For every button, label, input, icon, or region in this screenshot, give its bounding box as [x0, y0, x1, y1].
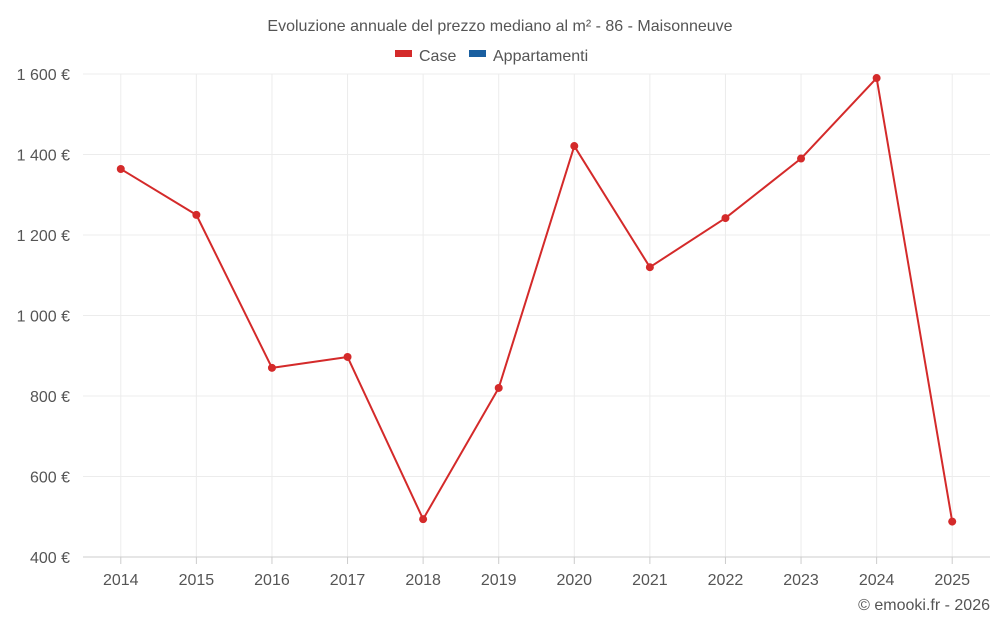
data-point[interactable] — [721, 214, 730, 223]
y-tick-label: 1 200 € — [17, 228, 70, 245]
x-axis-tick-labels: 2014 2015 2016 2017 2018 2019 2020 2021 2022 2023… — [103, 572, 970, 589]
data-point[interactable] — [797, 154, 806, 163]
x-tick-label: 2022 — [708, 572, 744, 589]
data-point[interactable] — [645, 263, 654, 272]
x-tick-label: 2024 — [859, 572, 895, 589]
x-tick-label: 2020 — [556, 572, 592, 589]
data-point[interactable] — [948, 517, 957, 526]
x-tick-label: 2021 — [632, 572, 668, 589]
legend-item-appartamenti[interactable]: Appartamenti — [469, 48, 588, 65]
legend-swatch-case — [395, 50, 412, 57]
x-gridlines — [120, 74, 953, 564]
data-point[interactable] — [343, 352, 352, 361]
data-point[interactable] — [494, 383, 503, 392]
chart-title: Evoluzione annuale del prezzo mediano al… — [267, 18, 732, 35]
credit-text: © emooki.fr - 2026 — [858, 597, 990, 614]
x-tick-label: 2015 — [179, 572, 215, 589]
y-tick-label: 800 € — [30, 389, 70, 406]
y-tick-label: 600 € — [30, 470, 70, 487]
y-axis-tick-labels: 400 € 600 € 800 € 1 000 € 1 200 € 1 400 € 1 60… — [17, 67, 70, 567]
legend: Case Appartamenti — [395, 48, 588, 65]
x-tick-label: 2019 — [481, 572, 517, 589]
legend-label-case: Case — [419, 48, 456, 65]
x-tick-label: 2014 — [103, 572, 139, 589]
data-point[interactable] — [872, 74, 881, 83]
y-tick-label: 1 400 € — [17, 148, 70, 165]
x-tick-label: 2016 — [254, 572, 290, 589]
x-tick-label: 2018 — [405, 572, 441, 589]
y-gridlines — [83, 73, 990, 477]
x-tick-label: 2017 — [330, 572, 366, 589]
y-tick-label: 1 600 € — [17, 67, 70, 84]
y-tick-label: 400 € — [30, 550, 70, 567]
x-tick-label: 2023 — [783, 572, 819, 589]
series-layer — [116, 74, 957, 526]
data-point[interactable] — [419, 515, 428, 524]
x-tick-label: 2025 — [934, 572, 970, 589]
y-tick-label: 1 000 € — [17, 309, 70, 326]
legend-item-case[interactable]: Case — [395, 48, 456, 65]
series-line-case — [120, 77, 954, 522]
data-point[interactable] — [267, 363, 276, 372]
legend-swatch-appartamenti — [469, 50, 486, 57]
legend-label-appartamenti: Appartamenti — [493, 48, 588, 65]
data-point[interactable] — [192, 210, 201, 219]
data-point[interactable] — [116, 164, 125, 173]
data-point[interactable] — [570, 142, 579, 151]
